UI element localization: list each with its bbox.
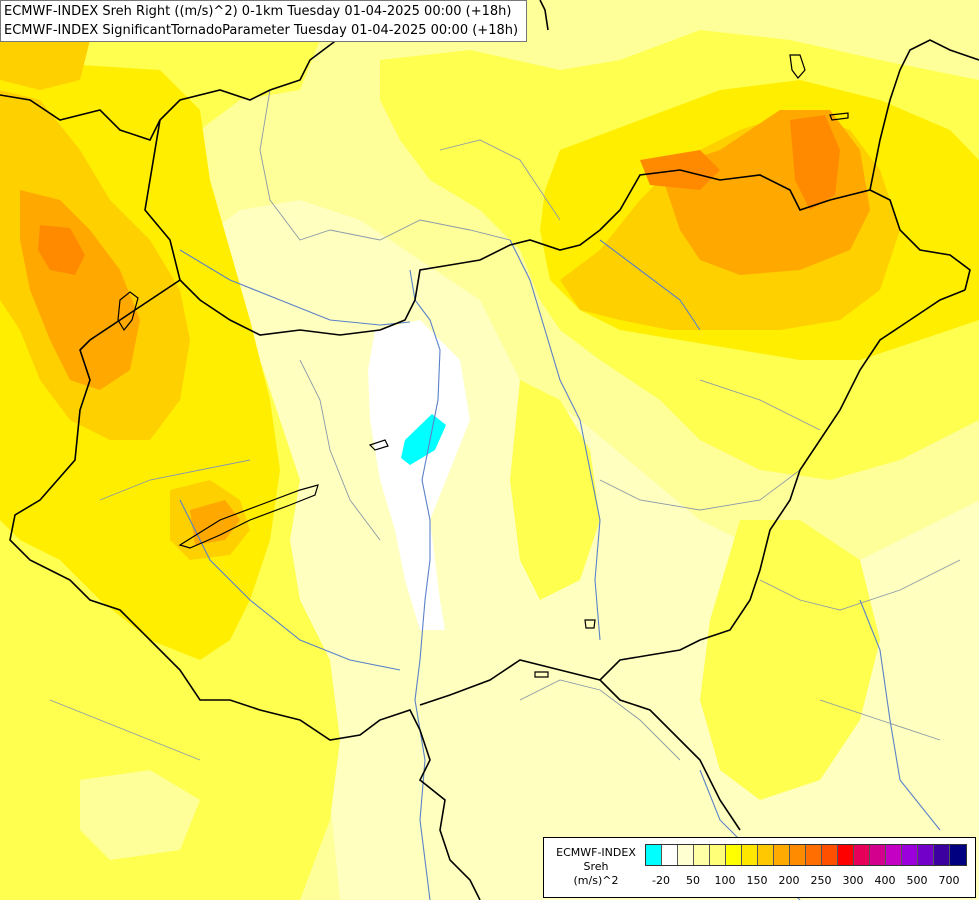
legend-tick-label: 150 — [746, 874, 768, 887]
map-title-box: ECMWF-INDEX Sreh Right ((m/s)^2) 0-1km T… — [0, 0, 527, 42]
region-borders — [49, 89, 961, 761]
legend-tick-label: 250 — [810, 874, 832, 887]
legend-swatch — [662, 845, 678, 865]
legend-swatch — [790, 845, 806, 865]
legend-swatch — [918, 845, 934, 865]
legend-swatch — [870, 845, 886, 865]
legend-tick-label: -20 — [652, 874, 670, 887]
legend-swatch — [678, 845, 694, 865]
legend-swatch — [806, 845, 822, 865]
legend-swatch — [694, 845, 710, 865]
legend-tick-label: 500 — [906, 874, 928, 887]
color-legend: ECMWF-INDEX Sreh (m/s)^2 -20 50 100 150 200 2… — [543, 837, 976, 898]
legend-swatch — [902, 845, 918, 865]
legend-swatch — [742, 845, 758, 865]
legend-swatch — [854, 845, 870, 865]
legend-swatches — [645, 844, 967, 866]
legend-unit: (m/s)^2 — [573, 874, 619, 887]
legend-swatch — [934, 845, 950, 865]
field-yellow-se — [700, 520, 880, 800]
legend-swatch — [646, 845, 662, 865]
legend-tick-label: 200 — [778, 874, 800, 887]
legend-tick-label: 50 — [686, 874, 700, 887]
field-yellow-center — [510, 380, 600, 600]
legend-model: ECMWF-INDEX — [556, 846, 636, 859]
lakes — [117, 54, 849, 678]
field-orange3-ne — [790, 115, 840, 210]
legend-tick-label: 100 — [714, 874, 736, 887]
field-orange3-west — [38, 225, 85, 275]
legend-field: Sreh — [583, 860, 609, 873]
field-cyan — [401, 414, 446, 465]
legend-swatch — [758, 845, 774, 865]
legend-tick-label: 400 — [874, 874, 896, 887]
legend-swatch — [950, 845, 966, 865]
legend-tick-label: 300 — [842, 874, 864, 887]
map-title-sreh: ECMWF-INDEX Sreh Right ((m/s)^2) 0-1km T… — [4, 4, 512, 19]
legend-swatch — [838, 845, 854, 865]
legend-swatch — [726, 845, 742, 865]
field-white — [368, 320, 470, 630]
legend-swatch — [774, 845, 790, 865]
legend-swatch — [822, 845, 838, 865]
legend-ticks: -20 50 100 150 200 250 300 400 500 700 — [645, 874, 965, 890]
field-light-sw — [80, 770, 200, 860]
legend-swatch — [710, 845, 726, 865]
rivers — [179, 239, 941, 900]
legend-swatch — [886, 845, 902, 865]
legend-tick-label: 700 — [938, 874, 960, 887]
map-title-stp: ECMWF-INDEX SignificantTornadoParameter … — [4, 23, 519, 38]
